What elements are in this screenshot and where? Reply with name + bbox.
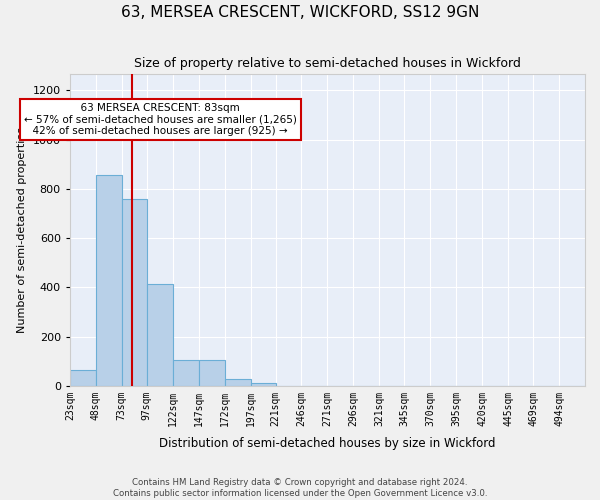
Bar (147, 284, 173, 386)
Bar (96, 176, 122, 386)
Bar (173, 360, 199, 386)
X-axis label: Distribution of semi-detached houses by size in Wickford: Distribution of semi-detached houses by … (159, 437, 496, 450)
Y-axis label: Number of semi-detached properties: Number of semi-detached properties (17, 127, 27, 333)
Bar (70, 370, 96, 386)
Bar (251, 383, 275, 386)
Text: 63 MERSEA CRESCENT: 83sqm  
← 57% of semi-detached houses are smaller (1,265)
  : 63 MERSEA CRESCENT: 83sqm ← 57% of semi-… (24, 102, 296, 136)
Bar (122, 198, 147, 386)
Title: Size of property relative to semi-detached houses in Wickford: Size of property relative to semi-detach… (134, 58, 521, 70)
Text: Contains HM Land Registry data © Crown copyright and database right 2024.
Contai: Contains HM Land Registry data © Crown c… (113, 478, 487, 498)
Bar (224, 379, 251, 386)
Bar (199, 360, 224, 386)
Text: 63, MERSEA CRESCENT, WICKFORD, SS12 9GN: 63, MERSEA CRESCENT, WICKFORD, SS12 9GN (121, 5, 479, 20)
